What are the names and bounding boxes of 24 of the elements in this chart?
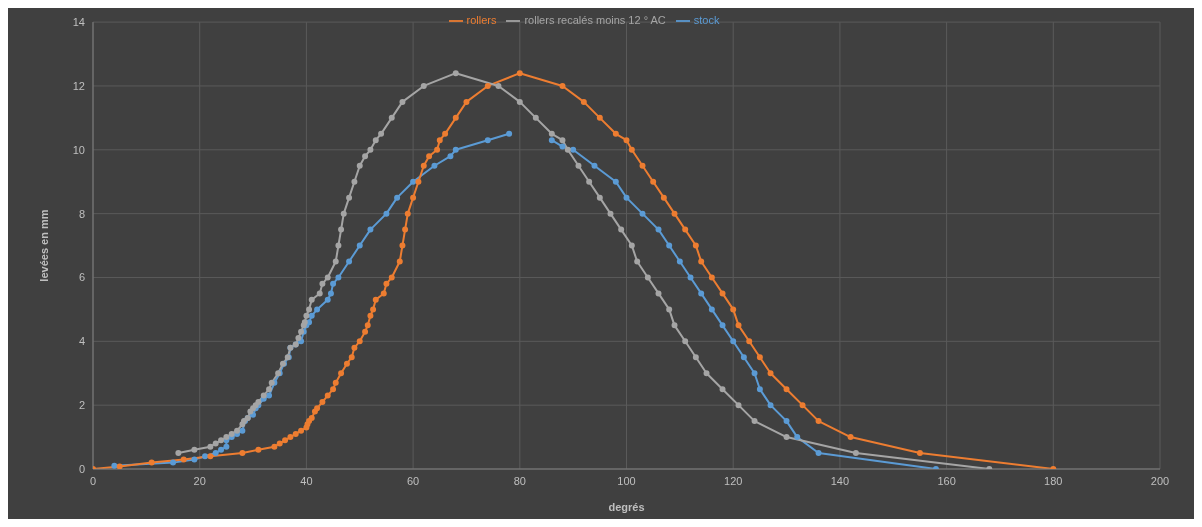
x-tick-label: 120 [724,474,743,487]
y-tick-label: 12 [72,79,85,92]
y-tick-label: 14 [72,16,85,28]
legend-label: rollers [466,14,497,26]
x-tick-label: 0 [89,474,97,487]
y-tick-label: 8 [78,207,85,220]
x-tick-label: 40 [300,474,313,487]
x-tick-label: 140 [830,474,850,487]
x-tick-label: 100 [617,474,636,487]
x-tick-label: 200 [1150,474,1170,487]
x-axis-title: degrés [608,501,645,513]
x-tick-label: 160 [937,474,956,487]
y-tick-label: 10 [72,143,85,156]
x-tick-label: 60 [406,474,420,487]
x-tick-label: 20 [193,474,206,487]
y-tick-label: 0 [78,462,85,475]
x-tick-label: 180 [1044,474,1063,487]
y-tick-label: 4 [78,335,85,348]
legend-label: stock [693,14,720,26]
y-tick-label: 6 [78,271,85,284]
x-tick-label: 80 [513,474,526,487]
y-axis-title: levées en mm [37,209,50,282]
y-tick-label: 2 [78,399,85,412]
legend-label: rollers recalés moins 12 ° AC [524,14,666,26]
